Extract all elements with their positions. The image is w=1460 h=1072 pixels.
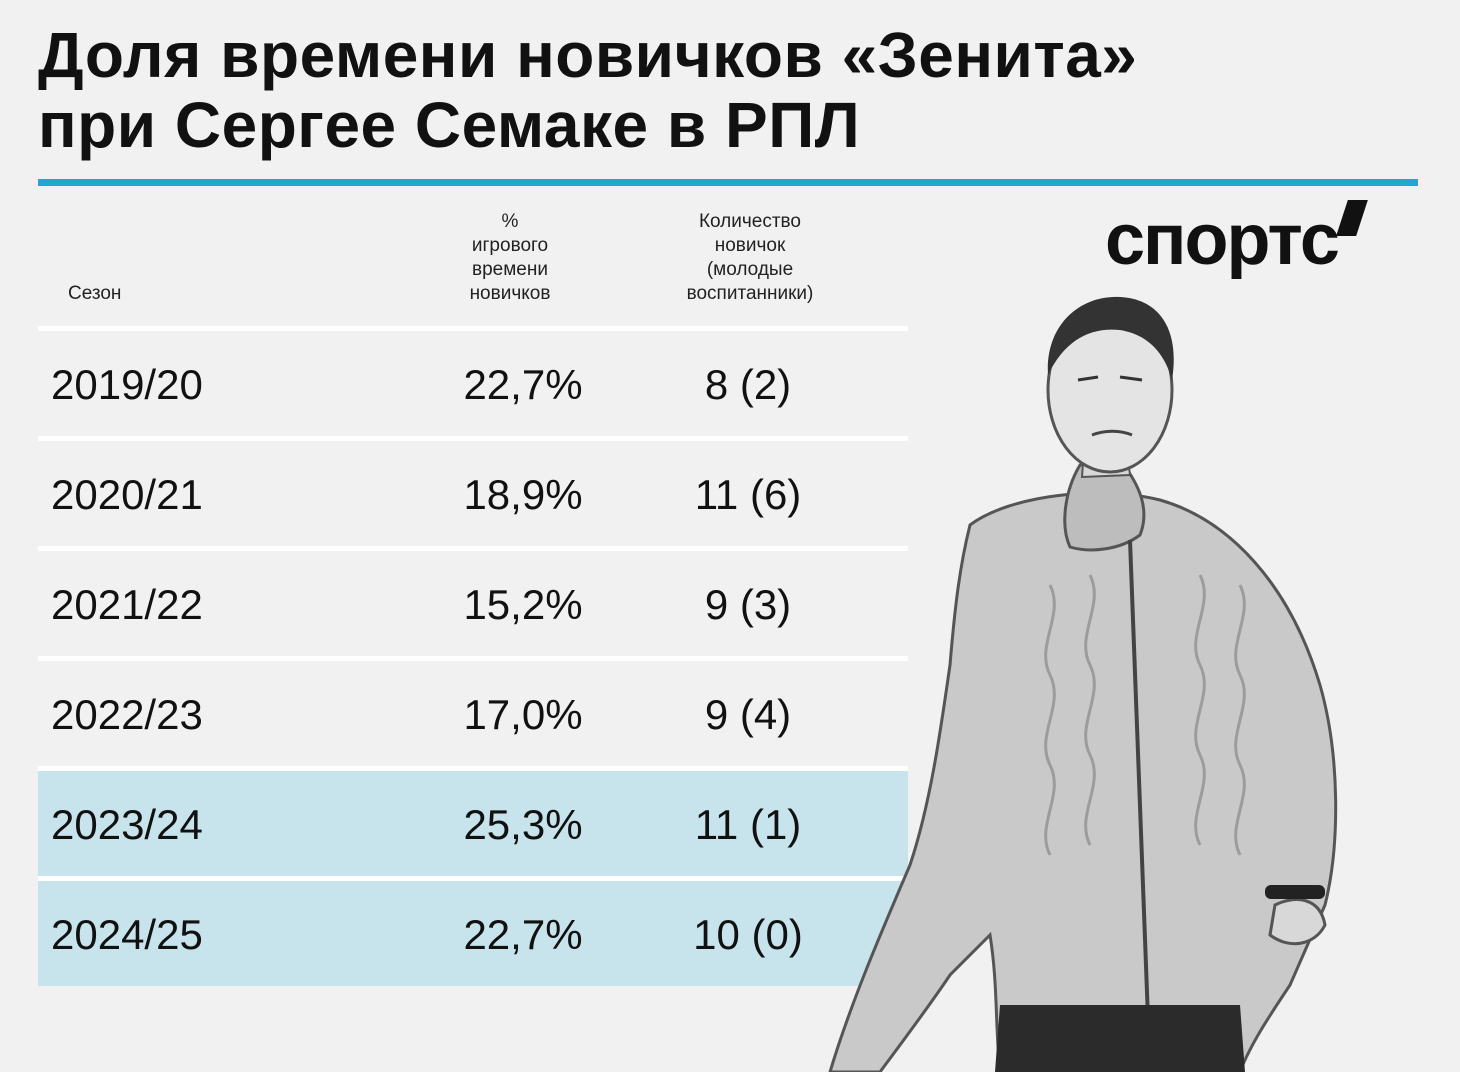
page-title: Доля времени новичков «Зенита» при Серге… [38,20,1338,160]
percent-cell: 18,9% [463,471,583,518]
header-line: новичков [469,283,551,304]
header-line: % [501,211,519,232]
title-divider [38,179,1418,186]
count-cell: 11 (6) [694,471,802,518]
percent-cell: 22,7% [463,911,583,958]
count-cell: 9 (4) [704,691,792,738]
percent-cell: 15,2% [463,581,583,628]
table-row: 2021/22 15,2% 9 (3) [38,546,908,656]
sports-logo: спортс [1105,195,1420,285]
logo-text: спортс [1105,200,1340,280]
data-table: 2019/20 22,7% 8 (2) 2020/21 18,9% 11 (6)… [38,326,908,986]
season-cell: 2023/24 [51,801,203,848]
column-header-percent: % игрового времени новичков [430,210,590,328]
table-row: 2024/25 22,7% 10 (0) [38,876,908,986]
header-line: воспитанники) [686,283,814,304]
count-cell: 9 (3) [704,581,792,628]
header-line: игрового [471,235,549,256]
header-line: Количество [698,211,802,232]
season-cell: 2019/20 [51,361,203,408]
column-header-count: Количество новичок (молодые воспитанники… [660,210,840,328]
season-cell: 2024/25 [51,911,203,958]
count-cell: 10 (0) [693,911,803,958]
column-header-season: Сезон [68,283,122,304]
season-cell: 2020/21 [51,471,203,518]
season-cell: 2021/22 [51,581,203,628]
table-row: 2023/24 25,3% 11 (1) [38,766,908,876]
header-line: (молодые [706,259,794,280]
header-line: времени [472,259,548,280]
title-line-1: Доля времени новичков «Зенита» [38,19,1138,91]
season-cell: 2022/23 [51,691,203,738]
logo-slash-icon [1336,200,1368,236]
table-row: 2020/21 18,9% 11 (6) [38,436,908,546]
title-line-2: при Сергее Семаке в РПЛ [38,89,861,161]
table-row: 2022/23 17,0% 9 (4) [38,656,908,766]
count-cell: 8 (2) [704,361,792,408]
header-line: новичок [714,235,786,256]
percent-cell: 22,7% [463,361,583,408]
table-row: 2019/20 22,7% 8 (2) [38,326,908,436]
percent-cell: 25,3% [463,801,583,848]
count-cell: 11 (1) [694,801,802,848]
coach-photo [828,296,1338,1072]
percent-cell: 17,0% [463,691,583,738]
